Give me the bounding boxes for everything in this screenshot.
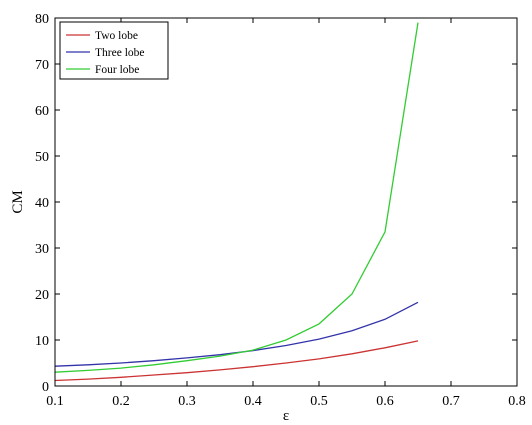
ticks-layer: 0.1 0.2 0.3 0.4 0.5 0.6 0.7 0.8 0 10 20 30 40 50 60 70 8… (35, 12, 526, 409)
legend-label: Four lobe (95, 64, 139, 76)
x-tick-label: 0.1 (46, 394, 64, 409)
plot-frame (54, 17, 518, 387)
x-tick-label: 0.6 (376, 394, 394, 409)
y-tick-label: 50 (35, 150, 49, 165)
y-tick-label: 40 (35, 196, 49, 211)
y-axis-label: CM (10, 190, 26, 213)
y-tick-label: 60 (35, 104, 49, 119)
y-tick-label: 30 (35, 242, 49, 257)
y-tick-label: 80 (35, 12, 49, 27)
y-tick-label: 0 (42, 380, 49, 395)
legend-label: Two lobe (95, 30, 138, 42)
x-tick-label: 0.3 (178, 394, 196, 409)
y-tick-label: 10 (35, 334, 49, 349)
legend-label: Three lobe (95, 47, 145, 59)
y-tick-label: 20 (35, 288, 49, 303)
x-tick-label: 0.2 (112, 394, 130, 409)
series-line-four-lobe (54, 22, 419, 373)
series-line-three-lobe (54, 301, 419, 367)
y-tick-label: 70 (35, 58, 49, 73)
x-tick-label: 0.8 (508, 394, 526, 409)
x-tick-label: 0.7 (442, 394, 460, 409)
series-layer (54, 22, 419, 382)
x-tick-label: 0.4 (244, 394, 262, 409)
series-line-two-lobe (54, 340, 419, 382)
x-tick-label: 0.5 (310, 394, 328, 409)
x-axis-label: ε (283, 408, 289, 424)
legend: Two lobe Three lobe Four lobe (59, 21, 169, 80)
